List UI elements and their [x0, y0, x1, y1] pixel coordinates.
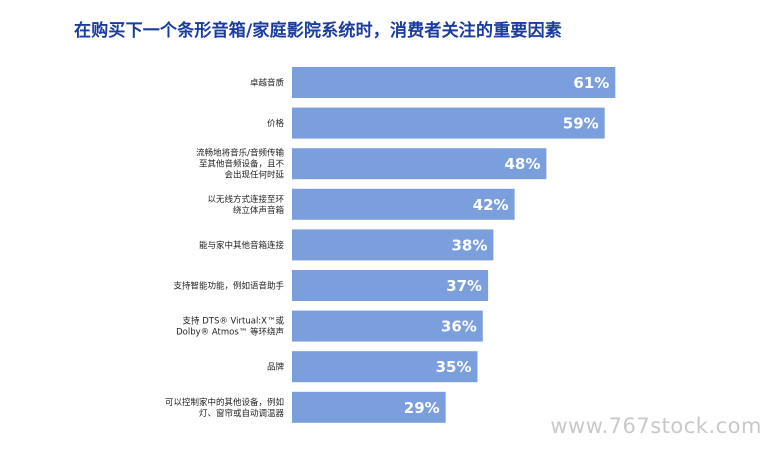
category-label-2-2: 会出现任何时延	[224, 170, 284, 181]
value-label-8: 29%	[404, 399, 440, 417]
value-label-5: 37%	[446, 277, 482, 295]
value-label-0: 61%	[573, 74, 609, 92]
category-label-1-0: 价格	[267, 118, 285, 129]
category-label-6-1: Dolby® Atmos™ 等环绕声	[176, 327, 284, 338]
value-label-3: 42%	[473, 196, 509, 214]
bar-2	[292, 148, 547, 180]
bar-1	[292, 107, 605, 139]
bar-0	[292, 67, 616, 98]
category-label-8-1: 灯、窗帘或自动调温器	[199, 408, 285, 419]
bar-6	[292, 310, 483, 342]
value-label-7: 35%	[436, 358, 472, 376]
category-label-2-0: 流畅地将音乐/音频传输	[196, 148, 284, 159]
category-label-2-1: 至其他音频设备，且不	[199, 159, 285, 170]
value-label-2: 48%	[504, 155, 540, 173]
category-label-8-0: 可以控制家中的其他设备，例如	[165, 397, 284, 408]
category-label-4-0: 能与家中其他音箱连接	[199, 240, 285, 251]
bar-4	[292, 229, 494, 261]
category-label-7-0: 品牌	[267, 362, 285, 373]
watermark: www.767stock.com	[550, 414, 762, 438]
bar-7	[292, 351, 478, 383]
value-label-6: 36%	[441, 318, 477, 336]
category-label-0-0: 卓越音质	[250, 78, 285, 89]
category-label-6-0: 支持 DTS® Virtual:X™或	[183, 316, 285, 327]
value-label-1: 59%	[563, 115, 599, 133]
bar-3	[292, 188, 515, 220]
chart-title: 在购买下一个条形音箱/家庭影院系统时，消费者关注的重要因素	[74, 21, 563, 41]
category-label-3-1: 绕立体声音箱	[233, 205, 285, 216]
bar-8	[292, 391, 446, 423]
bar-5	[292, 270, 489, 301]
category-label-5-0: 支持智能功能，例如语音助手	[173, 281, 284, 292]
category-label-3-0: 以无线方式连接至环	[207, 194, 284, 205]
value-label-4: 38%	[451, 236, 487, 254]
